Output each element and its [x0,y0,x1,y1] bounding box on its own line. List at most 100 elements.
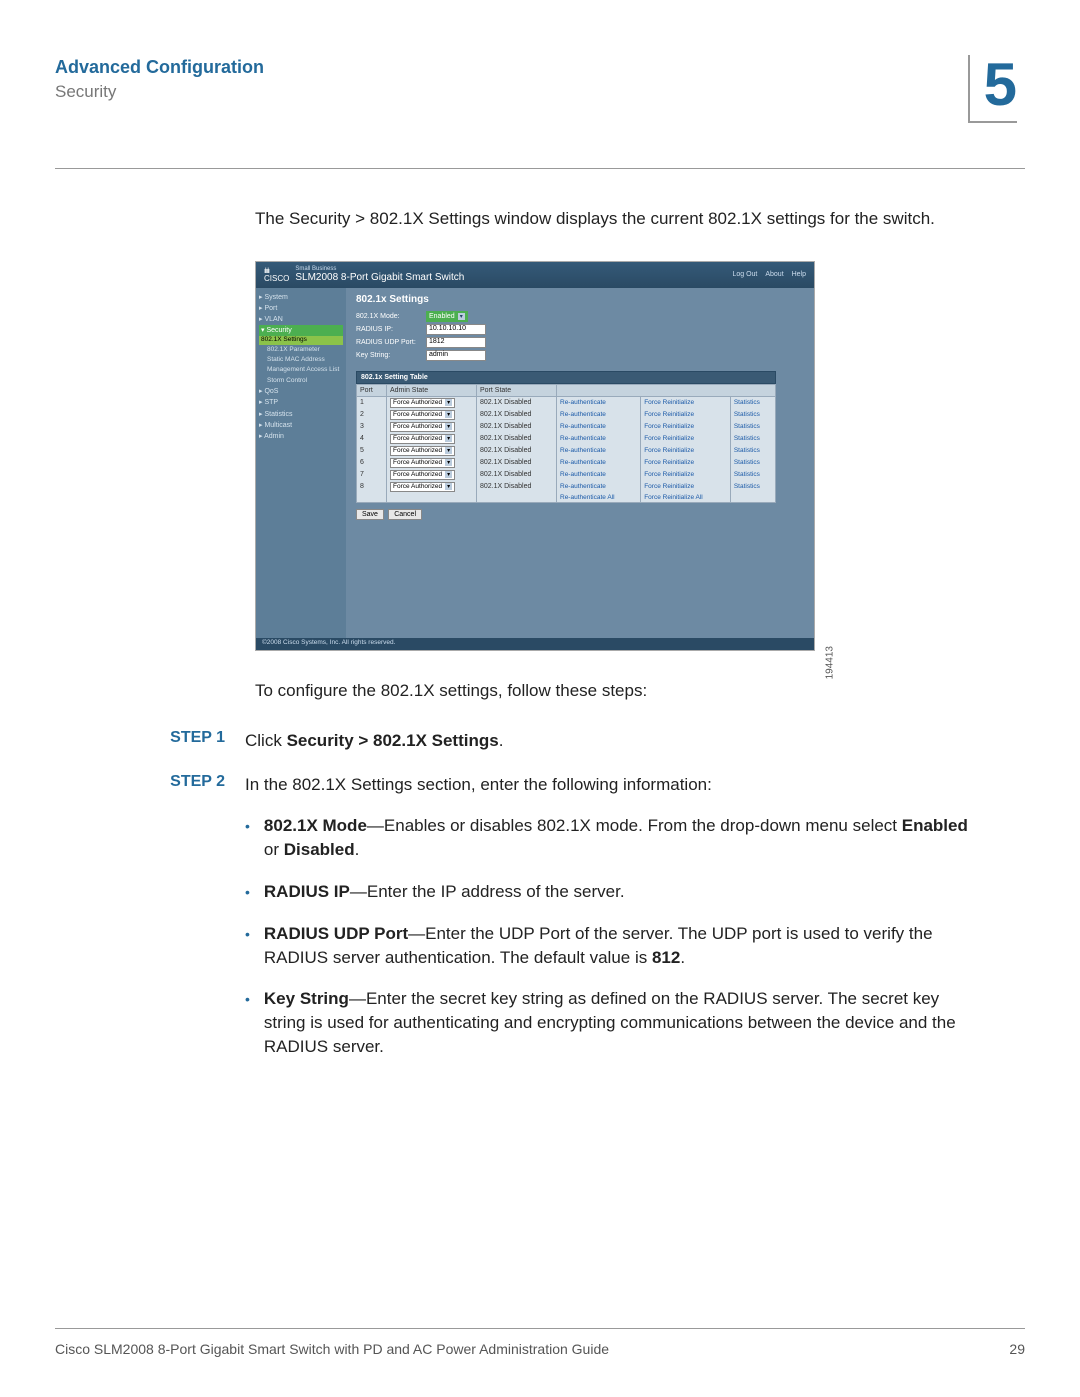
radius-ip-label: RADIUS IP: [356,326,426,333]
admin-state-select[interactable]: Force Authorized▾ [390,482,455,492]
reauth-link[interactable]: Re-authenticate [557,396,641,409]
stats-link[interactable]: Statistics [730,481,775,493]
key-string-label: Key String: [356,352,426,359]
col-portstate: Port State [477,384,557,396]
stats-link[interactable]: Statistics [730,457,775,469]
table-row: 4Force Authorized▾802.1X DisabledRe-auth… [357,433,776,445]
reauth-all-link[interactable]: Re-authenticate All [557,493,641,503]
page-number: 29 [1009,1341,1025,1357]
reauth-link[interactable]: Re-authenticate [557,421,641,433]
nav-802-settings[interactable]: 802.1X Settings [259,336,343,344]
nav-item[interactable]: ▸ Port [259,303,343,314]
reinit-link[interactable]: Force Reinitialize [641,469,731,481]
stats-link[interactable]: Statistics [730,469,775,481]
nav-sub[interactable]: Management Access List [259,365,343,375]
help-link[interactable]: Help [792,271,806,278]
reauth-link[interactable]: Re-authenticate [557,457,641,469]
switch-model: SLM2008 8-Port Gigabit Smart Switch [295,272,464,283]
col-admin: Admin State [387,384,477,396]
admin-state-select[interactable]: Force Authorized▾ [390,410,455,420]
reauth-link[interactable]: Re-authenticate [557,469,641,481]
reinit-link[interactable]: Force Reinitialize [641,421,731,433]
nav-sub[interactable]: Static MAC Address [259,355,343,365]
table-row: 7Force Authorized▾802.1X DisabledRe-auth… [357,469,776,481]
stats-link[interactable]: Statistics [730,445,775,457]
top-links: Log Out About Help [726,271,806,278]
admin-state-select[interactable]: Force Authorized▾ [390,446,455,456]
page-header: Advanced Configuration Security 5 [55,55,1025,169]
bullet-icon: • [245,883,250,904]
mode-select[interactable]: Enabled▾ [426,311,468,322]
screenshot-figure: ılıılı CISCO Small Business SLM2008 8-Po… [255,261,820,651]
nav-item[interactable]: ▸ Statistics [259,409,343,420]
bullet-icon: • [245,817,250,862]
nav-item[interactable]: ▸ QoS [259,386,343,397]
stats-link[interactable]: Statistics [730,421,775,433]
app-footer-copy: ©2008 Cisco Systems, Inc. All rights res… [256,638,814,650]
admin-state-select[interactable]: Force Authorized▾ [390,470,455,480]
table-row: Re-authenticate AllForce Reinitialize Al… [357,493,776,503]
chapter-number: 5 [968,55,1017,123]
reinit-link[interactable]: Force Reinitialize [641,481,731,493]
reauth-link[interactable]: Re-authenticate [557,481,641,493]
app-topbar: ılıılı CISCO Small Business SLM2008 8-Po… [256,262,814,288]
table-row: 3Force Authorized▾802.1X DisabledRe-auth… [357,421,776,433]
reauth-link[interactable]: Re-authenticate [557,433,641,445]
save-button[interactable]: Save [356,509,384,520]
admin-state-select[interactable]: Force Authorized▾ [390,398,455,408]
step2-label: STEP 2 [55,773,245,1077]
reinit-all-link[interactable]: Force Reinitialize All [641,493,731,503]
doc-title: Cisco SLM2008 8-Port Gigabit Smart Switc… [55,1341,609,1357]
reauth-link[interactable]: Re-authenticate [557,445,641,457]
admin-state-select[interactable]: Force Authorized▾ [390,422,455,432]
bullet-item: •RADIUS UDP Port—Enter the UDP Port of t… [245,922,970,970]
bullet-icon: • [245,925,250,970]
panel-title: 802.1x Settings [356,294,804,305]
reinit-link[interactable]: Force Reinitialize [641,457,731,469]
reinit-link[interactable]: Force Reinitialize [641,433,731,445]
stats-link[interactable]: Statistics [730,409,775,421]
cancel-button[interactable]: Cancel [388,509,422,520]
nav-sub[interactable]: Storm Control [259,376,343,386]
admin-state-select[interactable]: Force Authorized▾ [390,434,455,444]
radius-port-label: RADIUS UDP Port: [356,339,426,346]
bullet-item: •Key String—Enter the secret key string … [245,987,970,1058]
logout-link[interactable]: Log Out [732,271,757,278]
step1-content: Click Security > 802.1X Settings. [245,729,1025,753]
chapter-title: Advanced Configuration [55,57,264,78]
radius-port-input[interactable]: 1812 [426,337,486,348]
nav-security[interactable]: ▾ Security [259,325,343,336]
key-string-input[interactable]: admin [426,350,486,361]
nav-item[interactable]: ▸ System [259,292,343,303]
radius-ip-input[interactable]: 10.10.10.10 [426,324,486,335]
config-intro: To configure the 802.1X settings, follow… [255,681,1025,701]
bullet-item: •802.1X Mode—Enables or disables 802.1X … [245,814,970,862]
admin-state-select[interactable]: Force Authorized▾ [390,458,455,468]
table-row: 6Force Authorized▾802.1X DisabledRe-auth… [357,457,776,469]
reinit-link[interactable]: Force Reinitialize [641,396,731,409]
mode-label: 802.1X Mode: [356,313,426,320]
step2-content: In the 802.1X Settings section, enter th… [245,773,1025,1077]
intro-paragraph: The Security > 802.1X Settings window di… [255,207,1025,231]
nav-item[interactable]: ▸ VLAN [259,314,343,325]
nav-item[interactable]: ▸ STP [259,397,343,408]
col-port: Port [357,384,387,396]
stats-link[interactable]: Statistics [730,396,775,409]
reinit-link[interactable]: Force Reinitialize [641,409,731,421]
figure-id: 194413 [824,646,835,679]
nav-item[interactable]: ▸ Admin [259,431,343,442]
stats-link[interactable]: Statistics [730,433,775,445]
nav-sub[interactable]: 802.1X Parameter [259,345,343,355]
reinit-link[interactable]: Force Reinitialize [641,445,731,457]
bullet-item: •RADIUS IP—Enter the IP address of the s… [245,880,970,904]
table-row: 1Force Authorized▾802.1X DisabledRe-auth… [357,396,776,409]
nav-sidebar: ▸ System ▸ Port ▸ VLAN ▾ Security 802.1X… [256,288,346,638]
table-row: 8Force Authorized▾802.1X DisabledRe-auth… [357,481,776,493]
table-row: 2Force Authorized▾802.1X DisabledRe-auth… [357,409,776,421]
reauth-link[interactable]: Re-authenticate [557,409,641,421]
about-link[interactable]: About [765,271,783,278]
step1-label: STEP 1 [55,729,245,753]
table-row: 5Force Authorized▾802.1X DisabledRe-auth… [357,445,776,457]
nav-item[interactable]: ▸ Multicast [259,420,343,431]
bullet-icon: • [245,990,250,1058]
